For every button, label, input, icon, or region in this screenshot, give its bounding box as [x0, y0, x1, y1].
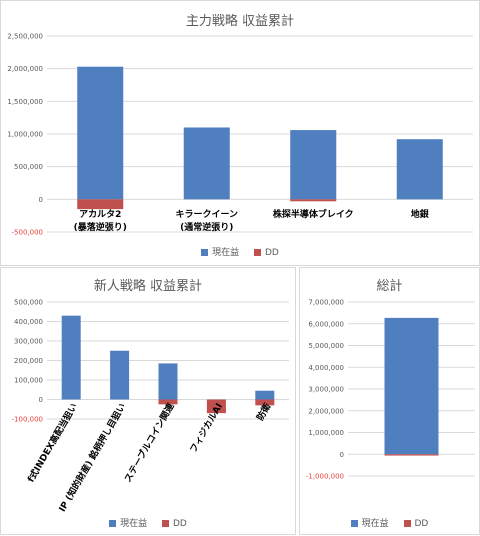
- legend-swatch-dd: [403, 520, 411, 527]
- y-tick-label: 6,000,000: [308, 320, 344, 328]
- legend-label: 現在益: [361, 519, 389, 529]
- y-tick-label: 200,000: [14, 357, 43, 365]
- bar-current-profit: [61, 315, 81, 400]
- bar-current-profit: [290, 130, 337, 200]
- bar-current-profit: [255, 390, 275, 400]
- y-tick-label: 0: [39, 196, 43, 204]
- y-tick-label: -500,000: [12, 229, 43, 237]
- legend-swatch-dd: [254, 249, 261, 256]
- legend-swatch-dd: [162, 520, 169, 527]
- category-label: 株探半導体ブレイク: [273, 208, 354, 220]
- bar-current-profit: [110, 350, 130, 400]
- legend-item-current-profit: 現在益: [201, 245, 239, 258]
- y-tick-label: 5,000,000: [308, 342, 344, 350]
- category-label: キラークイーン: [175, 209, 238, 220]
- legend-label: 現在益: [120, 519, 148, 529]
- category-label: アカルタ2: [79, 208, 121, 220]
- legend-item-dd: DD: [403, 519, 429, 529]
- chart-title: 総計: [376, 279, 403, 294]
- legend-label: 現在益: [212, 248, 240, 258]
- y-tick-label: 1,000,000: [308, 429, 344, 437]
- y-tick-label: 1,500,000: [7, 98, 43, 106]
- y-tick-label: 3,000,000: [308, 386, 344, 394]
- y-tick-label: 4,000,000: [308, 364, 344, 372]
- y-tick-label: 400,000: [14, 318, 43, 326]
- y-tick-label: -100,000: [12, 416, 43, 424]
- chart-title: 新人戦略 収益累計: [93, 279, 203, 294]
- y-tick-label: 0: [39, 396, 43, 404]
- bar-current-profit: [158, 363, 178, 400]
- legend-item-current-profit: 現在益: [109, 516, 147, 529]
- chart-legend: 現在益 DD: [300, 516, 479, 529]
- y-tick-label: 500,000: [14, 299, 43, 307]
- y-tick-label: 2,000,000: [308, 407, 344, 415]
- chart-legend: 現在益 DD: [1, 516, 295, 529]
- bar-dd: [77, 199, 124, 210]
- category-label: f式INDEX高配当狙い: [25, 401, 80, 484]
- bar-current-profit: [183, 127, 230, 200]
- category-label: 地銀: [411, 208, 429, 220]
- bar-dd: [206, 399, 226, 414]
- category-label: (暴落逆張り): [74, 221, 127, 233]
- main-strategy-chart-panel: 主力戦略 収益累計 2,500,000 2,000,000 1,500,000 1,0…: [0, 0, 480, 266]
- legend-swatch-current-profit: [350, 520, 358, 527]
- bar-dd: [384, 454, 439, 456]
- chart-legend: 現在益 DD: [1, 245, 479, 258]
- legend-label: DD: [414, 519, 429, 529]
- bar-current-profit: [396, 139, 443, 200]
- category-label: (通常逆張り): [180, 221, 233, 233]
- y-tick-label: 7,000,000: [308, 299, 344, 307]
- new-strategy-chart-panel: 新人戦略 収益累計 500,000 400,000 300,000 200,000 10…: [0, 267, 296, 535]
- total-chart: 7,000,000 6,000,000 5,000,000 4,000,000 3,00…: [306, 299, 475, 481]
- legend-item-dd: DD: [162, 519, 187, 529]
- y-tick-label: 1,000,000: [7, 131, 43, 139]
- legend-label: DD: [173, 519, 187, 529]
- category-label: フィジカルAI: [188, 402, 225, 455]
- y-tick-label: 2,000,000: [7, 65, 43, 73]
- y-tick-label: 300,000: [14, 338, 43, 346]
- chart-title: 主力戦略 収益累計: [185, 14, 295, 29]
- bar-current-profit: [384, 317, 439, 455]
- y-tick-label: 2,500,000: [7, 33, 43, 41]
- y-tick-label: 500,000: [14, 163, 43, 171]
- bar-current-profit: [77, 66, 124, 200]
- y-tick-label: 100,000: [14, 377, 43, 385]
- total-chart-panel: 総計 7,000,000 6,000,000 5,000,000 4,000,000 3…: [299, 267, 480, 535]
- new-strategy-chart: 500,000 400,000 300,000 200,000 100,000 0 -100…: [12, 299, 289, 514]
- legend-item-dd: DD: [254, 248, 279, 258]
- legend-item-current-profit: 現在益: [350, 516, 389, 529]
- y-tick-label: 0: [340, 451, 344, 459]
- bar-dd: [290, 199, 337, 202]
- legend-label: DD: [265, 248, 279, 258]
- category-label: ステーブルコイン関連: [122, 400, 178, 484]
- y-tick-label: -1,000,000: [306, 473, 344, 481]
- main-strategy-chart: 2,500,000 2,000,000 1,500,000 1,000,000 500,…: [7, 33, 473, 237]
- legend-swatch-current-profit: [109, 520, 117, 527]
- bar-dd: [255, 399, 275, 406]
- legend-swatch-current-profit: [201, 249, 209, 256]
- bar-dd: [158, 399, 178, 405]
